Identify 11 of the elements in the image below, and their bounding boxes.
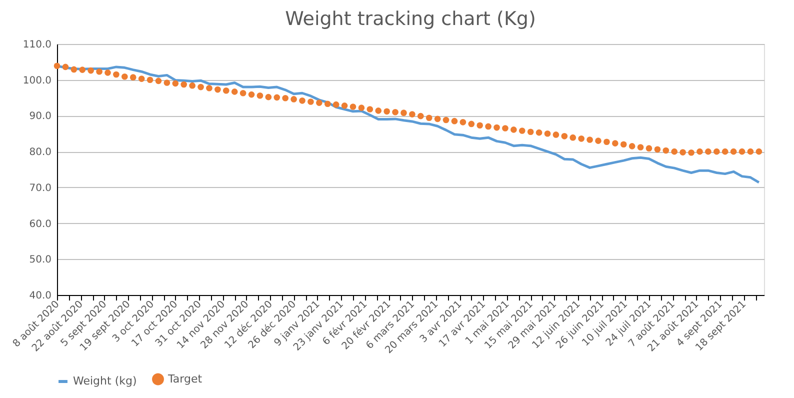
chart-title: Weight tracking chart (Kg): [285, 8, 536, 30]
y-tick-label: 60.0: [29, 218, 52, 230]
y-tick-label: 90.0: [29, 111, 52, 122]
y-tick-label: 70.0: [29, 182, 52, 194]
y-tick-label: 110.0: [22, 40, 52, 50]
legend-label: Weight (kg): [73, 374, 137, 388]
y-tick-label: 40.0: [29, 290, 52, 302]
y-tick-label: 100.0: [22, 75, 52, 86]
y-tick-label: 50.0: [29, 254, 52, 266]
legend-label: Target: [167, 372, 203, 386]
y-tick-label: 80.0: [29, 147, 52, 158]
